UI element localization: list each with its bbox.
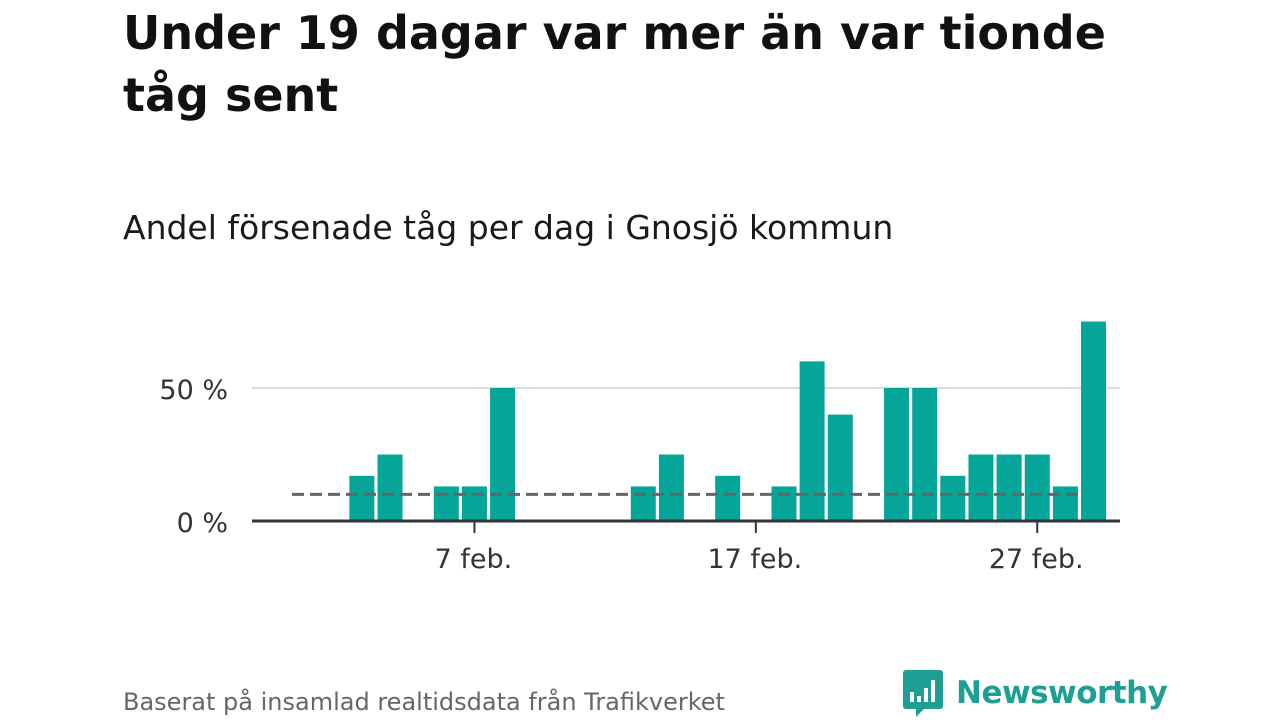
bar-13 [630, 486, 656, 521]
bar-20 [827, 414, 853, 521]
bar-8 [490, 388, 516, 521]
source-note: Baserat på insamlad realtidsdata från Tr… [123, 688, 725, 716]
bar-22 [884, 388, 910, 521]
y-tick-label: 0 % [177, 508, 228, 539]
axes: 0 % 50 % 7 feb. 17 feb. 27 feb. [159, 375, 1120, 575]
brand-logo: Newsworthy [902, 668, 1168, 718]
newsworthy-chart-bubble-icon [903, 670, 943, 717]
bar-4 [377, 454, 403, 521]
chart-subtitle: Andel försenade tåg per dag i Gnosjö kom… [123, 208, 894, 247]
bar-24 [940, 475, 966, 521]
bar-7 [461, 486, 487, 521]
bar-19 [799, 361, 825, 521]
bars [349, 321, 1107, 521]
bar-29 [1081, 321, 1107, 521]
y-tick-label: 50 % [159, 375, 228, 406]
bar-6 [433, 486, 459, 521]
bar-25 [968, 454, 994, 521]
bar-28 [1052, 486, 1078, 521]
brand-name: Newsworthy [956, 675, 1168, 711]
bar-26 [996, 454, 1022, 521]
bar-16 [715, 475, 741, 521]
bar-14 [658, 454, 684, 521]
bar-chart: 0 % 50 % 7 feb. 17 feb. 27 feb. [159, 321, 1120, 575]
bar-27 [1024, 454, 1050, 521]
bar-23 [912, 388, 938, 521]
bar-3 [349, 475, 375, 521]
bar-18 [771, 486, 797, 521]
chart-title: Under 19 dagar var mer än var tionde tåg… [123, 6, 1106, 122]
x-tick-label: 7 feb. [435, 544, 513, 575]
x-tick-label: 27 feb. [989, 544, 1084, 575]
x-tick-label: 17 feb. [707, 544, 802, 575]
